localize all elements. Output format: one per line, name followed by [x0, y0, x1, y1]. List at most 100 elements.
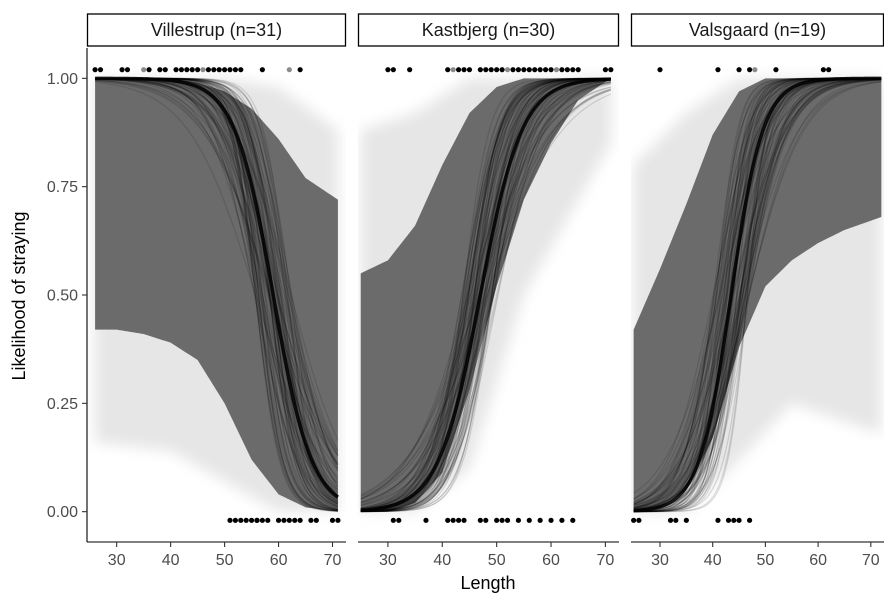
point-strayed: [820, 67, 826, 73]
x-tick-label: 50: [757, 552, 775, 569]
point-strayed: [385, 67, 391, 73]
point-strayed: [532, 67, 538, 73]
point-strayed: [657, 67, 663, 73]
point-stayed: [281, 517, 287, 523]
point-strayed: [548, 67, 554, 73]
posterior-curve: [360, 77, 611, 511]
point-stayed: [335, 517, 341, 523]
point-strayed: [390, 67, 396, 73]
x-tick-label: 50: [216, 552, 234, 569]
posterior-curve: [360, 80, 611, 510]
posterior-curve: [360, 77, 611, 512]
point-stayed: [423, 517, 429, 523]
posterior-curve: [360, 78, 611, 512]
posterior-curve: [360, 77, 611, 513]
posterior-curve: [360, 79, 611, 512]
posterior-curve: [95, 78, 339, 452]
point-strayed: [195, 67, 201, 73]
posterior-curve: [360, 89, 612, 500]
posterior-curve: [360, 78, 611, 512]
point-stayed: [725, 517, 732, 523]
median-curve: [633, 76, 882, 513]
point-stayed: [265, 517, 271, 523]
y-tick-label: 0.25: [47, 396, 78, 413]
point-stayed: [499, 517, 505, 523]
posterior-95-band: [633, 78, 882, 512]
point-strayed: [178, 67, 185, 73]
median-curve: [95, 76, 339, 499]
point-strayed: [736, 67, 742, 73]
posterior-curve: [360, 82, 611, 510]
posterior-curve: [633, 78, 882, 510]
point-stayed: [715, 517, 721, 523]
posterior-95-band: [95, 78, 338, 512]
point-strayed: [559, 67, 565, 73]
y-axis: 0.00 0.25 0.50 0.75 1.00: [47, 48, 88, 542]
point-stayed: [667, 517, 674, 523]
posterior-curve: [360, 88, 612, 503]
point-stayed: [731, 517, 737, 523]
posterior-curve: [360, 78, 611, 512]
point-stayed: [238, 517, 244, 523]
posterior-curve: [95, 78, 339, 465]
posterior-curve: [360, 80, 611, 512]
posterior-curve: [360, 77, 611, 513]
posterior-curve: [360, 77, 611, 513]
posterior-curve: [95, 78, 339, 456]
facet-strip: [357, 13, 620, 47]
point-stayed: [227, 517, 233, 523]
x-tick-label: 40: [162, 552, 180, 569]
point-strayed: [200, 67, 206, 73]
point-stayed: [461, 517, 467, 523]
posterior-curve: [95, 78, 339, 454]
x-tick-label: 70: [862, 552, 880, 569]
x-tick-label: 30: [651, 552, 669, 569]
x-tick-label: 70: [597, 552, 615, 569]
posterior-curve: [633, 78, 882, 509]
x-tick-label: 60: [542, 552, 560, 569]
point-strayed: [216, 67, 222, 73]
posterior-curve: [633, 78, 882, 512]
x-tick-label: 30: [379, 552, 397, 569]
posterior-curves: [95, 76, 339, 512]
point-strayed: [162, 67, 168, 73]
posterior-curve: [360, 77, 611, 512]
point-strayed: [445, 67, 451, 73]
y-tick-label: 1.00: [47, 71, 78, 88]
posterior-curve: [633, 80, 882, 507]
posterior-curve: [360, 77, 611, 512]
facet-strip-title: Villestrup (n=31): [151, 20, 282, 40]
posterior-curve: [360, 93, 612, 498]
facet-panel-1: Villestrup (n=31) 30 40 50 60 70: [86, 13, 347, 569]
point-strayed: [608, 67, 614, 73]
point-strayed: [564, 67, 570, 73]
point-stayed: [483, 517, 489, 523]
point-stayed: [308, 517, 314, 523]
posterior-curve: [360, 78, 611, 512]
point-strayed: [477, 67, 483, 73]
posterior-curve: [360, 78, 611, 511]
posterior-curve: [360, 89, 612, 503]
x-tick-label: 40: [704, 552, 722, 569]
posterior-curve: [360, 77, 611, 511]
posterior-curve: [360, 78, 611, 510]
point-strayed: [407, 67, 413, 73]
point-strayed: [773, 67, 779, 73]
posterior-curve: [633, 78, 882, 508]
posterior-95-band: [360, 78, 611, 512]
posterior-curve: [360, 77, 611, 512]
point-strayed: [141, 67, 147, 73]
point-strayed: [746, 67, 753, 73]
posterior-curve: [360, 88, 612, 506]
point-stayed: [329, 517, 336, 523]
posterior-curve: [360, 77, 611, 512]
posterior-curve: [633, 81, 882, 506]
posterior-curve: [360, 80, 611, 506]
posterior-curve: [95, 79, 339, 471]
x-tick-label: 70: [324, 552, 342, 569]
posterior-curve: [360, 78, 611, 510]
point-stayed: [548, 517, 554, 523]
panel-plot-area: [631, 67, 882, 523]
posterior-curve: [360, 77, 611, 512]
point-strayed: [752, 67, 758, 73]
